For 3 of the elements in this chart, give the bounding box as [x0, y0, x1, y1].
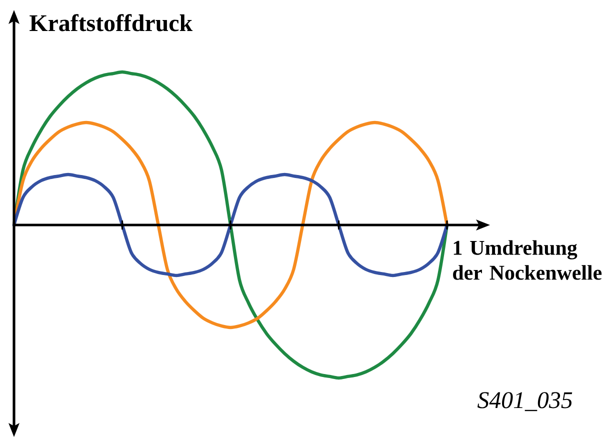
text: S401_035: [477, 392, 572, 412]
y-axis-title: Kraftstoffdruck: [30, 14, 193, 32]
x-axis-title: 1 Umdrehung der Nockenwelle: [453, 240, 602, 280]
